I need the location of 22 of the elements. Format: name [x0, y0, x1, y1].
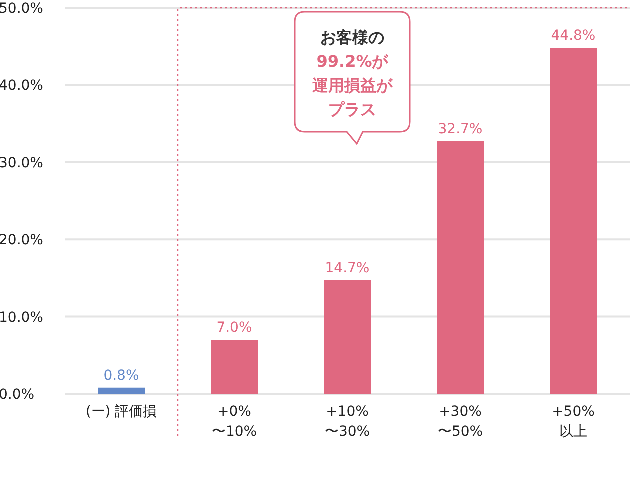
y-tick-label: 10.0% — [0, 310, 44, 326]
bar — [98, 388, 145, 394]
y-tick-label: 0.0% — [0, 386, 35, 403]
y-tick-label: 50.0% — [0, 0, 44, 17]
x-tick-label: +0% 〜10% — [212, 404, 258, 440]
data-label: 44.8% — [551, 28, 596, 44]
y-tick-label: 20.0% — [0, 232, 44, 249]
x-tick-label: +30% 〜50% — [438, 404, 484, 440]
data-label: 14.7% — [325, 260, 370, 277]
data-label: 7.0% — [216, 320, 252, 336]
bar — [324, 280, 371, 394]
x-tick-label: +10% 〜30% — [324, 404, 370, 440]
y-tick-label: 30.0% — [0, 155, 44, 172]
x-tick-label: +50% 以上 — [552, 404, 595, 440]
annotation: お客様の99.2%が運用損益がプラス — [312, 27, 393, 121]
bar — [437, 142, 484, 394]
bar — [550, 48, 597, 394]
y-tick-label: 40.0% — [0, 78, 44, 94]
x-tick-label: (ー) 評価損 — [86, 404, 158, 420]
data-label: 0.8% — [104, 368, 140, 384]
bar — [211, 340, 258, 394]
data-label: 32.7% — [438, 122, 483, 138]
